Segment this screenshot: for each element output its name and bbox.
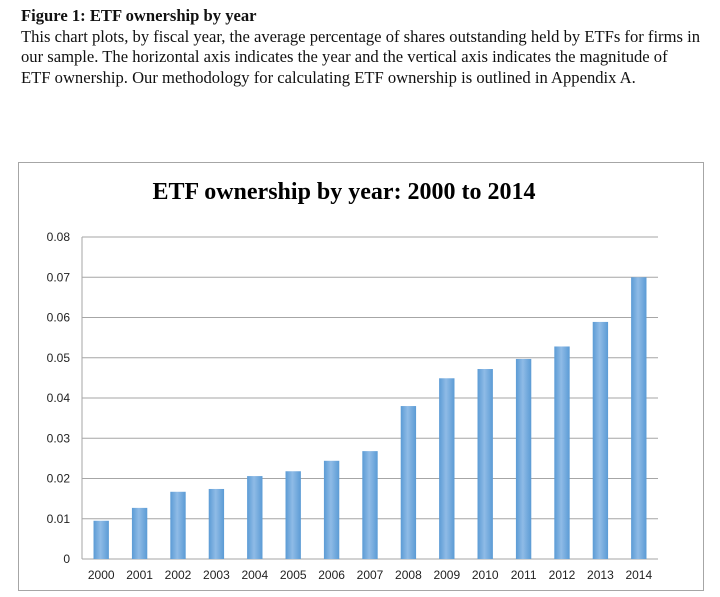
bar-2014 (631, 277, 647, 559)
y-tick-label: 0.06 (47, 311, 71, 325)
x-tick-label: 2010 (472, 568, 499, 582)
bar-chart: ETF ownership by year: 2000 to 2014 0 0.0… (47, 179, 658, 582)
y-tick-label: 0.04 (47, 391, 71, 405)
y-tick-label: 0.05 (47, 351, 71, 365)
bar-2000 (93, 520, 109, 559)
x-tick-label: 2005 (280, 568, 307, 582)
bar-2006 (323, 460, 340, 559)
y-tick-label: 0 (63, 552, 70, 566)
y-tick-label: 0.07 (47, 270, 71, 284)
chart-title: ETF ownership by year: 2000 to 2014 (152, 179, 535, 205)
x-tick-label: 2011 (511, 568, 537, 582)
bar-2013 (592, 321, 609, 559)
y-tick-label: 0.08 (47, 230, 71, 244)
bar-2002 (170, 491, 186, 559)
figure-caption: Figure 1: ETF ownership by year This cha… (21, 6, 701, 88)
x-tick-label: 2007 (357, 568, 384, 582)
figure-caption-title: Figure 1: ETF ownership by year (21, 6, 257, 25)
bar-2011 (515, 358, 532, 559)
x-tick-label: 2009 (433, 568, 460, 582)
bar-2004 (247, 476, 263, 559)
x-tick-label: 2012 (549, 568, 576, 582)
x-axis-ticks: 2000 2001 2002 2003 2004 2005 2006 2007 2008 2009… (88, 568, 653, 582)
x-tick-label: 2006 (318, 568, 345, 582)
x-tick-label: 2013 (587, 568, 614, 582)
y-axis-ticks: 0 0.01 0.02 0.03 0.04 0.05 0.06 0.07 0.08 (47, 230, 71, 566)
chart-frame: ETF ownership by year: 2000 to 2014 0 0.0… (18, 162, 704, 591)
bar-2010 (477, 369, 493, 559)
bar-2009 (439, 378, 455, 559)
bar-2012 (554, 346, 570, 559)
bar-2001 (131, 507, 148, 559)
figure-caption-body: This chart plots, by fiscal year, the av… (21, 26, 701, 87)
x-tick-label: 2004 (241, 568, 268, 582)
x-tick-label: 2003 (203, 568, 230, 582)
y-tick-label: 0.01 (47, 512, 71, 526)
bars (93, 277, 647, 559)
x-tick-label: 2008 (395, 568, 422, 582)
bar-2007 (362, 451, 378, 559)
y-tick-label: 0.02 (47, 472, 71, 486)
bar-2003 (208, 488, 225, 559)
bar-2005 (285, 471, 301, 559)
bar-2008 (400, 406, 417, 559)
x-tick-label: 2001 (126, 568, 153, 582)
x-tick-label: 2000 (88, 568, 115, 582)
y-tick-label: 0.03 (47, 431, 71, 445)
x-tick-label: 2002 (165, 568, 192, 582)
x-tick-label: 2014 (625, 568, 652, 582)
